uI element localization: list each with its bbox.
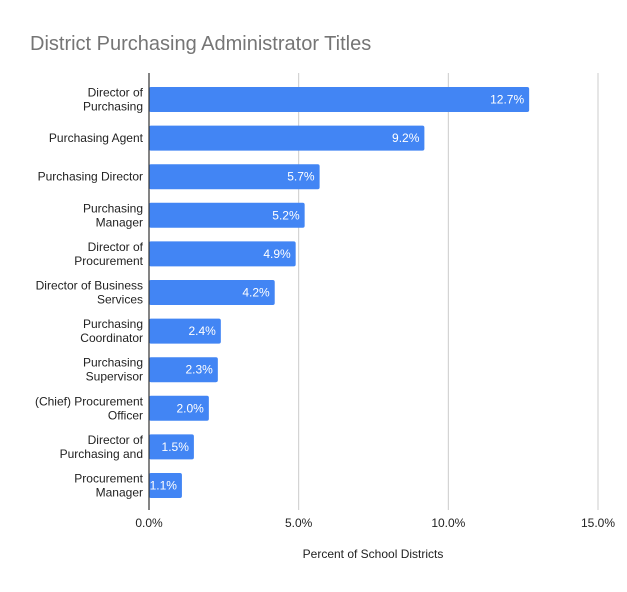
category-label-line: Purchasing Director bbox=[38, 170, 143, 184]
category-label-line: Manager bbox=[96, 215, 143, 229]
category-label-line: Supervisor bbox=[86, 370, 143, 384]
category-label: Purchasing Manager bbox=[83, 201, 143, 229]
bar bbox=[149, 357, 218, 383]
category-label-line: Purchasing bbox=[83, 317, 143, 331]
data-label: 2.0% bbox=[177, 401, 205, 415]
category-label-line: (Chief) Procurement bbox=[35, 394, 144, 408]
category-label-line: Manager bbox=[96, 486, 143, 500]
category-label: Director of Purchasing and bbox=[60, 433, 144, 461]
category-label-line: Director of bbox=[88, 433, 144, 447]
category-label: Purchasing Supervisor bbox=[83, 356, 143, 384]
x-tick-label: 5.0% bbox=[285, 516, 313, 530]
bars: 12.7% 9.2% 5.7% 5.2% 4.9% 4.2% 2.4% 2.3% 2.0% 1.5… bbox=[148, 73, 530, 510]
category-label: Director of Business Services bbox=[36, 279, 143, 307]
bar bbox=[149, 280, 275, 305]
category-label-line: Coordinator bbox=[80, 331, 143, 345]
category-label-line: Director of bbox=[88, 86, 144, 100]
chart-title: District Purchasing Administrator Titles bbox=[30, 33, 371, 55]
data-label: 5.2% bbox=[272, 208, 300, 222]
bar bbox=[149, 395, 209, 421]
data-label: 4.9% bbox=[263, 247, 291, 261]
bar bbox=[149, 434, 194, 460]
category-label-line: Director of bbox=[88, 240, 144, 254]
x-axis-label: Percent of School Districts bbox=[303, 547, 444, 561]
bar bbox=[149, 164, 320, 190]
data-label: 12.7% bbox=[490, 93, 524, 107]
category-label-line: Officer bbox=[108, 408, 143, 422]
category-label-line: Services bbox=[97, 293, 143, 307]
category-label: Director of Purchasing bbox=[83, 86, 144, 114]
x-tick-label: 10.0% bbox=[431, 516, 465, 530]
category-label: Purchasing Agent bbox=[49, 131, 144, 145]
category-label-line: Procurement bbox=[74, 254, 143, 268]
data-label: 5.7% bbox=[287, 170, 315, 184]
data-label: 2.3% bbox=[185, 363, 213, 377]
category-label: Director of Procurement bbox=[74, 240, 143, 268]
bar bbox=[149, 318, 221, 344]
data-label: 2.4% bbox=[188, 324, 216, 338]
category-label-line: Procurement bbox=[74, 472, 143, 486]
category-label: Procurement Manager bbox=[74, 472, 143, 500]
bar bbox=[149, 473, 182, 498]
category-label-line: Purchasing bbox=[83, 356, 143, 370]
category-label-line: Purchasing bbox=[83, 100, 143, 114]
bar bbox=[149, 87, 530, 112]
category-label: Purchasing Director bbox=[38, 170, 143, 184]
category-label-line: Purchasing bbox=[83, 201, 143, 215]
x-tick-labels: 0.0% 5.0% 10.0% 15.0% bbox=[135, 516, 615, 530]
category-label: (Chief) Procurement Officer bbox=[35, 394, 144, 422]
x-tick-label: 0.0% bbox=[135, 516, 163, 530]
x-tick-label: 15.0% bbox=[581, 516, 615, 530]
data-label: 1.5% bbox=[162, 440, 190, 454]
category-label-line: Purchasing and bbox=[60, 447, 143, 461]
bar bbox=[149, 202, 305, 228]
data-label: 9.2% bbox=[392, 131, 420, 145]
category-label-line: Purchasing Agent bbox=[49, 131, 144, 145]
bar bbox=[149, 241, 296, 267]
bar bbox=[149, 125, 425, 151]
data-label: 4.2% bbox=[242, 286, 270, 300]
data-label: 1.1% bbox=[150, 479, 178, 493]
category-label: Purchasing Coordinator bbox=[80, 317, 143, 345]
category-label-line: Director of Business bbox=[36, 279, 143, 293]
